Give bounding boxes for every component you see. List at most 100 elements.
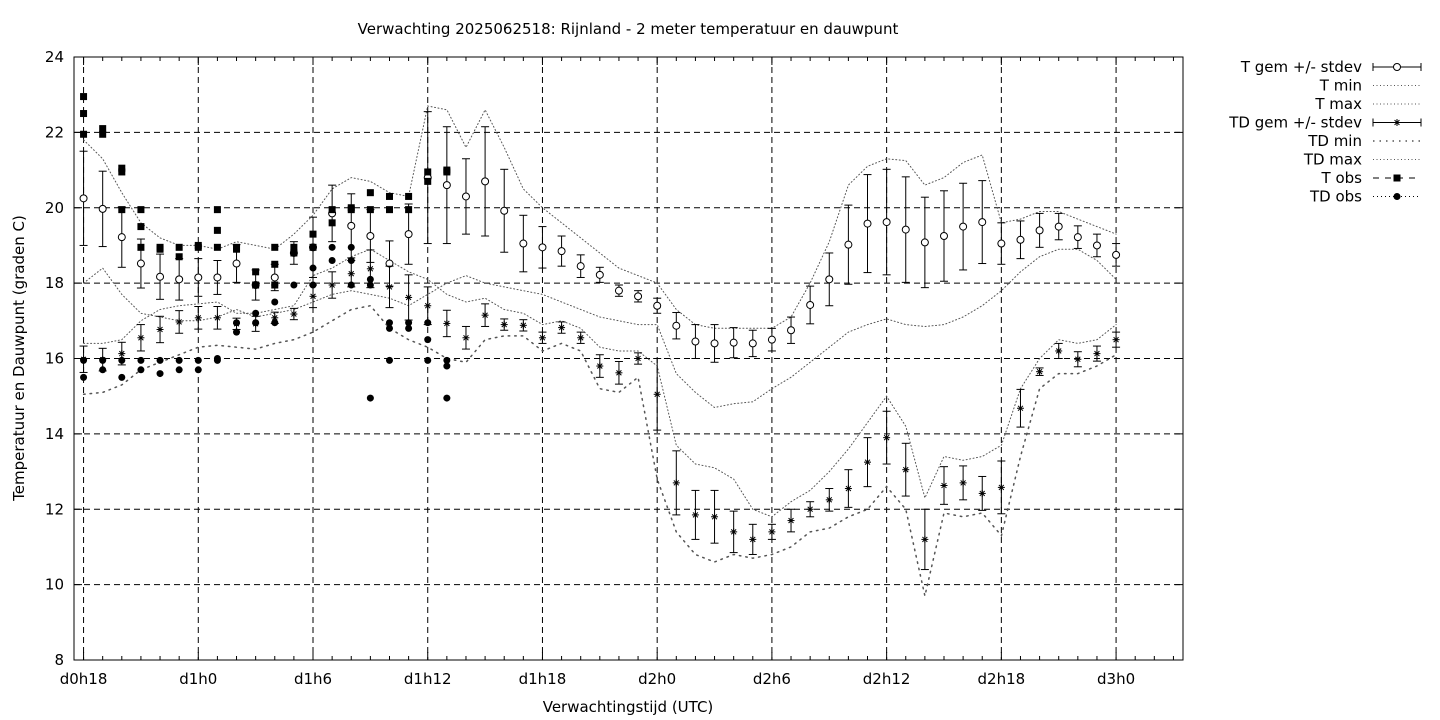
td-obs-point: [118, 373, 126, 381]
mean-marker: [939, 232, 948, 241]
mean-marker: [1092, 241, 1101, 250]
t-obs-point: [443, 166, 451, 174]
t-gem-stdev-point: [672, 312, 681, 340]
mean-marker: [194, 314, 202, 322]
t-gem-stdev-point: [461, 158, 470, 235]
y-tick-label: 10: [45, 576, 64, 594]
mean-marker: [232, 259, 241, 268]
td-gem-stdev-point: [825, 488, 834, 512]
t-gem-stdev-point: [978, 180, 987, 265]
mean-marker: [978, 218, 987, 227]
grid-lines: [74, 57, 1183, 660]
td-obs-point: [443, 356, 451, 364]
td-gem-stdev-point: [748, 523, 757, 555]
t-obs-point: [252, 268, 260, 276]
t-gem-stdev-point: [500, 168, 509, 253]
mean-marker: [768, 528, 776, 536]
td-obs-point: [271, 319, 279, 327]
td-gem-stdev-point: [672, 450, 681, 516]
td-gem-stdev-point: [442, 309, 451, 338]
t-gem-stdev-point: [156, 253, 165, 300]
t-gem-stdev-point: [1035, 212, 1044, 248]
t-obs-point: [271, 260, 279, 268]
t-obs-point: [137, 243, 145, 251]
td-gem-stdev-point: [939, 466, 948, 505]
legend-label: TD max: [1303, 151, 1362, 169]
mean-marker: [1093, 350, 1101, 358]
td-gem-stdev-point: [175, 310, 184, 334]
t-gem-stdev-point: [939, 190, 948, 282]
t-gem-stdev-point: [175, 258, 184, 301]
t-gem-stdev-point: [519, 214, 528, 273]
t-obs-point: [118, 164, 126, 172]
mean-marker: [137, 334, 145, 342]
x-tick-label: d3h0: [1097, 670, 1135, 688]
mean-marker: [596, 362, 604, 370]
t-obs-point: [213, 226, 221, 234]
t-gem-stdev-point: [920, 196, 929, 289]
td-obs-point: [233, 319, 241, 327]
mean-marker: [405, 293, 413, 301]
t-obs-point: [80, 110, 88, 118]
td-gem-stdev-point: [978, 475, 987, 511]
t-gem-stdev-point: [117, 206, 126, 268]
td-gem-stdev-point: [710, 489, 719, 544]
td-gem-stdev-point: [653, 358, 662, 431]
td-obs-point: [194, 356, 202, 364]
mean-marker: [366, 232, 375, 241]
legend-sample-t-obs: [1373, 174, 1421, 182]
t-obs-point: [118, 168, 126, 176]
td-gem-stdev-point: [882, 410, 891, 465]
td-gem-stdev-point: [557, 321, 566, 334]
mean-marker: [347, 270, 355, 278]
mean-marker: [538, 243, 547, 252]
t-gem-stdev-point: [844, 204, 853, 285]
td-gem-stdev-point: [767, 523, 776, 540]
mean-marker: [1016, 235, 1025, 244]
td-obs-point: [385, 319, 393, 327]
mean-marker: [711, 513, 719, 521]
t-gem-stdev-point: [442, 126, 451, 245]
td-obs-point: [366, 275, 374, 283]
legend-sample-td-gem-stdev: [1372, 118, 1422, 127]
mean-marker: [615, 369, 623, 377]
t-obs-point: [80, 93, 88, 101]
mean-marker: [882, 218, 891, 227]
mean-marker: [442, 181, 451, 190]
mean-marker: [864, 458, 872, 466]
mean-marker: [748, 339, 757, 348]
mean-marker: [519, 321, 527, 329]
td-gem-stdev-point: [576, 331, 585, 344]
td-gem-stdev-point: [997, 460, 1006, 515]
td-gem-stdev-point: [194, 305, 203, 330]
t-gem-stdev-point: [595, 266, 604, 283]
t-obs-point: [290, 249, 298, 257]
t-obs-point: [366, 206, 374, 214]
td-gem-stdev-point: [385, 265, 394, 309]
t-gem-stdev-point: [576, 254, 585, 278]
mean-marker: [461, 192, 470, 201]
t-obs-point: [137, 206, 145, 214]
x-tick-label: d0h18: [60, 670, 108, 688]
mean-marker: [672, 321, 681, 330]
mean-marker: [614, 286, 623, 295]
mean-marker: [959, 222, 968, 231]
t-obs-point: [424, 177, 432, 185]
td-gem-stdev-point: [844, 469, 853, 508]
mean-marker: [806, 300, 815, 309]
td-gem-stdev-point: [920, 508, 929, 571]
td-obs-point: [175, 366, 183, 374]
y-tick-label: 12: [45, 500, 64, 518]
t-gem-stdev-point: [959, 182, 968, 271]
mean-marker: [557, 247, 566, 256]
axis-ticks: 8 10 12 14 16 18 20 22 24 d0h18 d1h0 d1h6 d1h12 d1h18…: [45, 48, 1183, 688]
t-gem-stdev-point: [1016, 220, 1025, 260]
t-gem-stdev-point: [997, 222, 1006, 265]
mean-marker: [1074, 355, 1082, 363]
td-max-line: [83, 248, 1117, 518]
mean-marker: [577, 334, 585, 342]
td-obs-point: [252, 319, 260, 327]
mean-marker: [558, 324, 566, 332]
